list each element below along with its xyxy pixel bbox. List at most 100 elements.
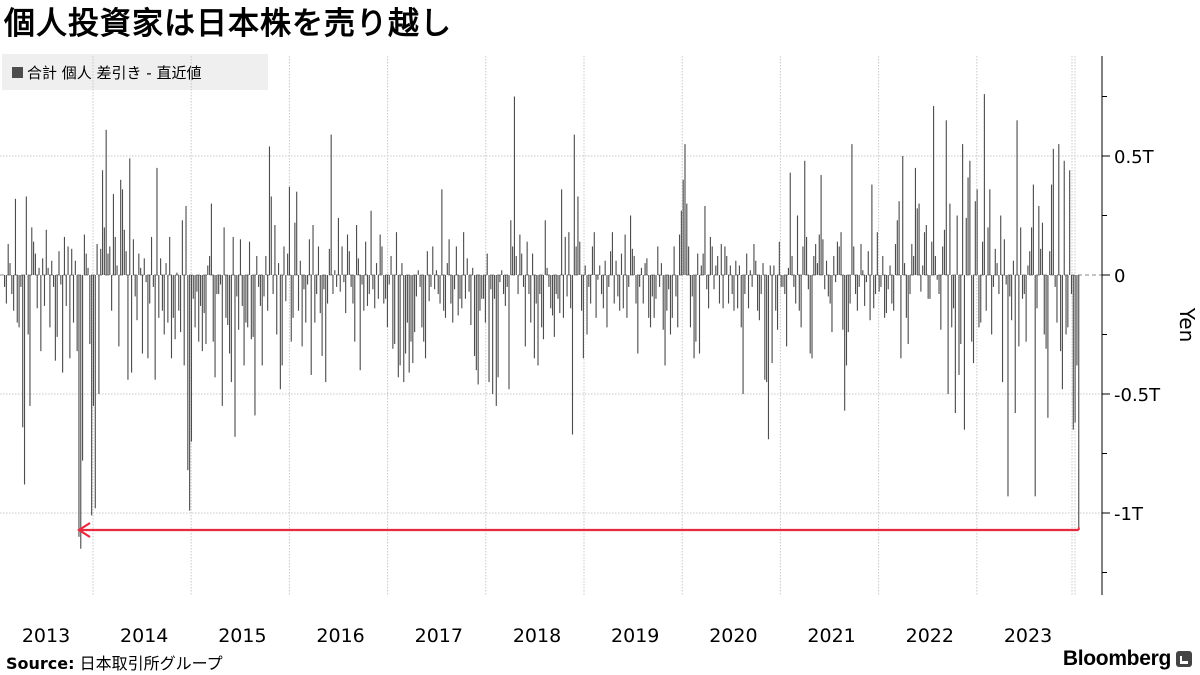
bar — [791, 255, 793, 275]
x-tick-label: 2015 — [218, 625, 266, 647]
bar — [700, 265, 702, 275]
bar — [978, 275, 980, 328]
bar — [495, 275, 497, 406]
x-tick-label: 2023 — [1004, 625, 1052, 647]
bar — [120, 179, 122, 275]
bar — [1050, 184, 1053, 275]
bar — [1052, 148, 1054, 275]
bar — [796, 215, 799, 275]
bar — [889, 265, 891, 275]
bar — [452, 275, 454, 323]
bar — [390, 255, 392, 275]
bar — [1001, 275, 1004, 383]
bar — [98, 275, 100, 394]
bar — [72, 275, 75, 323]
bar — [406, 275, 408, 323]
bar — [414, 275, 416, 333]
bar — [1049, 251, 1051, 275]
bar — [109, 246, 111, 275]
bar — [185, 205, 187, 275]
bar — [18, 275, 20, 328]
bar — [724, 246, 726, 275]
bar — [410, 275, 412, 342]
bar — [865, 275, 868, 283]
bar — [649, 275, 652, 328]
bar — [655, 275, 657, 299]
bar — [619, 275, 621, 311]
bar — [947, 275, 949, 394]
bar — [234, 275, 236, 437]
bar — [820, 175, 822, 275]
bar — [749, 270, 751, 275]
bar — [325, 275, 327, 383]
bar — [764, 275, 766, 380]
x-tick-label: 2014 — [120, 625, 168, 647]
bar — [513, 96, 515, 275]
bar — [223, 227, 225, 275]
bar — [417, 270, 419, 275]
bar — [454, 275, 456, 290]
bar — [227, 275, 229, 325]
bar — [869, 275, 871, 321]
bar — [332, 275, 334, 295]
bar — [878, 275, 880, 292]
bar — [199, 275, 202, 306]
bar — [446, 263, 448, 275]
bar — [945, 120, 947, 275]
bar — [60, 275, 62, 285]
bar — [809, 275, 811, 354]
bar — [5, 275, 7, 304]
bar — [152, 275, 154, 287]
bar — [210, 203, 212, 275]
bar — [925, 225, 927, 275]
bar — [760, 275, 762, 295]
bar — [36, 275, 38, 309]
bar — [542, 275, 545, 340]
bar — [762, 263, 764, 275]
bar — [1045, 275, 1047, 349]
bar — [677, 275, 679, 328]
bar — [943, 229, 946, 275]
bar — [508, 275, 510, 390]
bar — [33, 241, 35, 275]
bar — [633, 255, 635, 275]
bar — [695, 275, 697, 342]
bar — [375, 263, 378, 275]
bar — [303, 275, 305, 290]
bar — [1021, 275, 1024, 299]
bar — [818, 234, 820, 275]
bar — [337, 217, 339, 275]
bar — [962, 144, 964, 275]
bar — [181, 220, 183, 275]
bar — [486, 253, 488, 275]
bar — [1032, 184, 1034, 275]
bar — [907, 275, 909, 345]
bar — [709, 236, 711, 275]
bar — [659, 275, 661, 287]
bar — [802, 246, 804, 275]
bar — [771, 275, 773, 364]
bar — [920, 275, 922, 292]
bar — [646, 258, 648, 275]
bar — [301, 275, 303, 347]
bar — [308, 239, 310, 275]
bar — [468, 275, 470, 292]
bar — [1058, 144, 1060, 275]
bar — [835, 275, 837, 283]
bar — [1041, 222, 1044, 275]
bar — [624, 234, 626, 275]
bar — [795, 275, 797, 304]
bar — [62, 275, 64, 373]
bar — [815, 244, 817, 275]
bar — [71, 248, 73, 275]
bar — [239, 239, 242, 275]
bar — [319, 275, 321, 314]
bar — [811, 275, 813, 359]
source-note: Source: 日本取引所グループ — [6, 650, 223, 674]
chart-title: 個人投資家は日本株を売り越し — [4, 6, 452, 42]
bar — [934, 255, 936, 275]
bar — [432, 246, 434, 275]
bar — [180, 275, 182, 333]
bar — [49, 275, 51, 328]
bar — [323, 275, 325, 290]
